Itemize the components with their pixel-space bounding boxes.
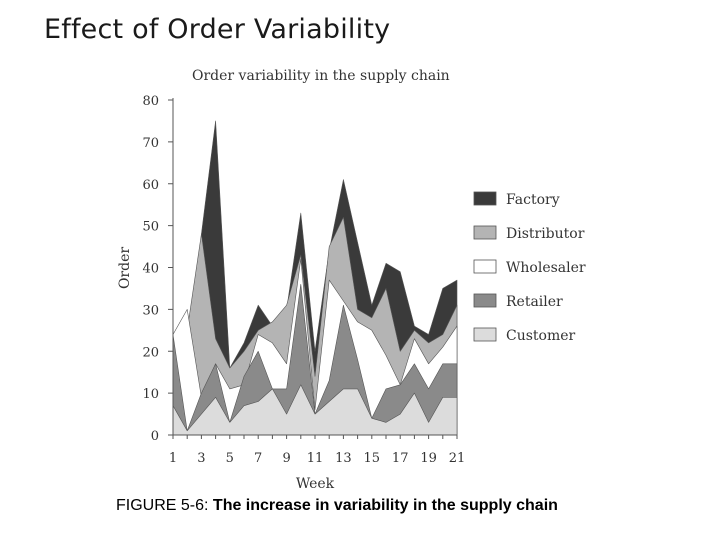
legend-label-retailer: Retailer: [506, 294, 563, 310]
x-tick-label: 15: [364, 451, 381, 466]
y-tick-label: 70: [142, 136, 159, 151]
caption-text: The increase in variability in the suppl…: [208, 497, 558, 514]
x-tick-label: 1: [169, 451, 177, 466]
x-tick-label: 9: [282, 451, 290, 466]
x-axis-label: Week: [296, 476, 335, 492]
x-tick-label: 3: [197, 451, 205, 466]
legend-label-factory: Factory: [506, 192, 560, 208]
y-tick-label: 40: [142, 262, 159, 277]
y-tick-label: 30: [142, 303, 159, 318]
area-retailer: [172, 284, 458, 436]
x-tick-label: 19: [420, 451, 437, 466]
x-tick-label: 21: [449, 451, 466, 466]
legend-swatch-customer: [473, 327, 497, 342]
x-tick-label: 11: [307, 451, 324, 466]
area-customer: [172, 384, 458, 436]
y-tick-label: 20: [142, 345, 159, 360]
legend-swatch-factory: [473, 191, 497, 206]
legend-swatch-retailer: [473, 293, 497, 308]
chart-legend: Factory Distributor Wholesaler Retailer Cust…: [473, 191, 586, 344]
legend-swatch-distributor: [473, 225, 497, 240]
legend-label-wholesaler: Wholesaler: [506, 260, 586, 276]
y-tick-label: 10: [142, 387, 159, 402]
y-tick-label: 0: [151, 429, 159, 444]
legend-label-customer: Customer: [506, 328, 576, 344]
y-tick-label: 60: [142, 178, 159, 193]
legend-label-distributor: Distributor: [506, 226, 585, 242]
y-axis-label: Order: [117, 247, 133, 289]
x-tick-label: 13: [335, 451, 352, 466]
caption-prefix: FIGURE 5-6:: [116, 497, 209, 514]
x-tick-label: 17: [392, 451, 409, 466]
chart-title: Order variability in the supply chain: [192, 68, 450, 84]
figure-caption: FIGURE 5-6: The increase in variability …: [116, 497, 558, 515]
x-tick-label: 5: [226, 451, 234, 466]
x-tick-label: 7: [254, 451, 262, 466]
slide-title: Effect of Order Variability: [44, 14, 391, 45]
y-tick-label: 80: [142, 94, 159, 109]
area-layers: [172, 120, 458, 436]
y-tick-label: 50: [142, 220, 159, 235]
legend-swatch-wholesaler: [473, 259, 497, 274]
